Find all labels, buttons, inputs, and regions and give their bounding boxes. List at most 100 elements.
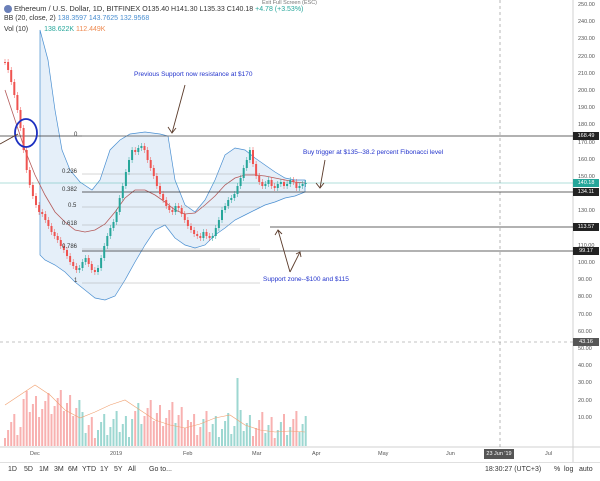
candle-body (124, 172, 127, 186)
candle-body (152, 168, 155, 176)
candle-body (298, 186, 301, 188)
volume-bar (239, 410, 242, 446)
volume-bar (202, 419, 205, 446)
candle-body (121, 186, 124, 198)
candle-body (230, 198, 233, 200)
volume-bar (162, 426, 165, 446)
volume-bar (121, 424, 124, 446)
candle-body (87, 258, 90, 264)
volume-bar (38, 417, 41, 446)
volume-bar (193, 414, 196, 446)
bb-legend[interactable]: BB (20, close, 2) 138.3597 143.7625 132.… (4, 15, 149, 22)
timeframe-6m[interactable]: 6M (68, 466, 78, 473)
candle-body (56, 236, 59, 240)
price-axis-tick: 180.00 (578, 122, 595, 129)
candle-body (72, 262, 75, 266)
candle-body (267, 180, 270, 184)
exit-full-screen-hint[interactable]: Exit Full Screen (ESC) (262, 0, 318, 6)
candle-body (199, 236, 202, 238)
candle-body (90, 264, 93, 270)
candle-body (183, 214, 186, 220)
candlesticks (4, 59, 307, 275)
bb-label: BB (20, close, 2) (4, 15, 56, 22)
price-axis-tick: 150.00 (578, 174, 595, 180)
price-tag-support2: 99.17 (573, 247, 599, 255)
candle-body (193, 230, 196, 234)
price-tag-crosshair: 43.16 (573, 338, 599, 346)
x-tick-jun: Jun (446, 451, 455, 457)
price-axis-tick: 10.00 (578, 414, 592, 421)
candle-body (283, 182, 285, 186)
candle-body (100, 258, 103, 268)
price-tag-last: 140.18 (573, 179, 599, 187)
x-tick-dec: Dec (30, 451, 40, 457)
volume-bar (90, 417, 93, 446)
volume-bar (155, 413, 158, 446)
volume-legend[interactable]: Vol (10) 138.622K 112.449K (4, 26, 105, 33)
candle-body (128, 160, 130, 172)
candle-body (59, 240, 62, 246)
annotation-support-zone: Support zone--$100 and $115 (263, 276, 349, 283)
candle-body (81, 262, 84, 268)
timeframe-1y[interactable]: 1Y (100, 466, 109, 473)
candle-body (180, 208, 183, 214)
price-axis-tick: 200.00 (578, 88, 595, 94)
candle-body (190, 226, 192, 230)
volume-bar (295, 411, 298, 446)
volume-bar (103, 414, 106, 446)
volume-bar (245, 423, 248, 446)
candle-body (264, 184, 267, 186)
timeframe-1m[interactable]: 1M (39, 466, 49, 473)
candle-body (137, 148, 140, 152)
price-tag-resistance: 168.49 (573, 132, 599, 140)
candle-body (196, 234, 199, 236)
timeframe-ytd[interactable]: YTD (82, 466, 96, 473)
price-axis-tick: 130.00 (578, 208, 595, 215)
timeframe-1d[interactable]: 1D (8, 466, 17, 473)
volume-bar (28, 412, 31, 446)
log-scale-toggle[interactable]: log (564, 466, 574, 473)
timeframe-all[interactable]: All (128, 466, 136, 473)
fib-label-5: 0.5 (68, 203, 77, 209)
candle-body (186, 220, 189, 226)
timeframe-5d[interactable]: 5D (24, 466, 33, 473)
fib-label-1: 1 (74, 278, 78, 284)
fib-label-0: 0 (74, 132, 78, 138)
volume-bar (183, 428, 186, 446)
volume-bar (78, 400, 81, 446)
candle-body (38, 205, 41, 212)
volume-bar (174, 423, 177, 446)
volume-bar (47, 393, 50, 446)
candle-body (174, 206, 177, 212)
fib-label-618: 0.618 (62, 221, 78, 227)
goto-date-button[interactable]: Go to... (149, 466, 172, 473)
price-axis-tick: 60.00 (578, 328, 592, 335)
timeframe-3m[interactable]: 3M (54, 466, 64, 473)
candle-body (211, 236, 214, 238)
volume-bar (152, 421, 155, 446)
price-axis-tick: 190.00 (578, 105, 595, 112)
volume-bar (62, 411, 65, 446)
price-axis-tick: 160.00 (578, 156, 595, 163)
volume-bar (10, 422, 13, 446)
candle-body (44, 214, 47, 220)
price-axis-tick: 70.00 (578, 311, 592, 318)
candle-body (25, 150, 28, 170)
price-axis-tick: 80.00 (578, 294, 592, 301)
candle-body (13, 82, 16, 95)
fib-label-786: 0.786 (62, 244, 78, 250)
volume-bar (84, 433, 87, 446)
volume-bar (248, 415, 251, 446)
percent-scale-toggle[interactable]: % (554, 466, 561, 473)
timeframe-5y[interactable]: 5Y (114, 466, 123, 473)
price-axis-tick: 30.00 (578, 380, 592, 387)
high-value: H141.30 (171, 6, 198, 13)
ethereum-icon (4, 5, 12, 14)
auto-scale-toggle[interactable]: auto (579, 466, 593, 473)
candle-body (146, 150, 149, 160)
clock-display[interactable]: 18:30:27 (UTC+3) (485, 466, 542, 473)
candle-body (286, 184, 289, 186)
volume-bar (75, 408, 78, 446)
